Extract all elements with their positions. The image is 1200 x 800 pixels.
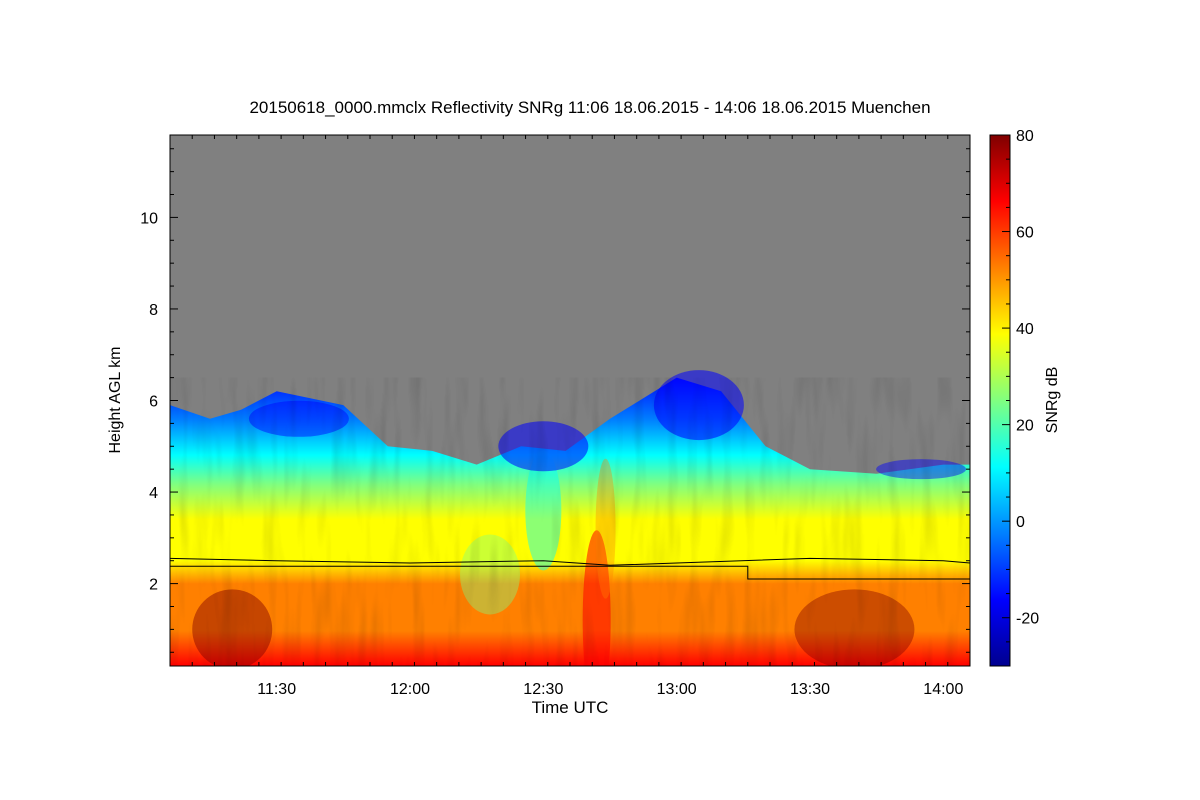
- y-tick-label: 4: [149, 485, 158, 502]
- x-tick-label: 12:30: [523, 681, 563, 698]
- x-axis: 11:30 12:00 12:30 13:00 13:30 14:00: [169, 135, 971, 698]
- y-tick-label: 10: [140, 210, 158, 227]
- x-tick-label: 13:30: [790, 681, 830, 698]
- y-tick-label: 6: [149, 394, 158, 411]
- echo-texture: [170, 377, 970, 666]
- colorbar-axis: 80 60 40 20 0 -20: [1002, 128, 1039, 643]
- colorbar-tick-label: 80: [1016, 128, 1034, 145]
- x-tick-label: 11:30: [257, 681, 296, 698]
- x-tick-label: 14:00: [923, 681, 963, 698]
- colorbar-tick-label: 40: [1016, 321, 1034, 338]
- x-tick-label: 13:00: [657, 681, 697, 698]
- colorbar-label: SNRg dB: [1044, 366, 1061, 434]
- boundary-line: [170, 557, 970, 566]
- y-axis: 2 4 6 8 10: [140, 148, 970, 653]
- colorbar-tick-label: 20: [1016, 418, 1034, 435]
- colorbar-tick-label: -20: [1016, 611, 1039, 628]
- y-axis-label: Height AGL km: [107, 346, 124, 454]
- colorbar-tick-label: 60: [1016, 225, 1034, 242]
- y-tick-label: 2: [149, 577, 158, 594]
- chart-title: 20150618_0000.mmclx Reflectivity SNRg 11…: [249, 98, 931, 117]
- boundary-line: [170, 565, 970, 580]
- boundary-lines: [170, 557, 970, 580]
- x-tick-label: 12:00: [390, 681, 430, 698]
- y-tick-label: 8: [149, 302, 158, 319]
- colorbar-tick-label: 0: [1016, 514, 1025, 531]
- x-axis-label: Time UTC: [531, 698, 609, 717]
